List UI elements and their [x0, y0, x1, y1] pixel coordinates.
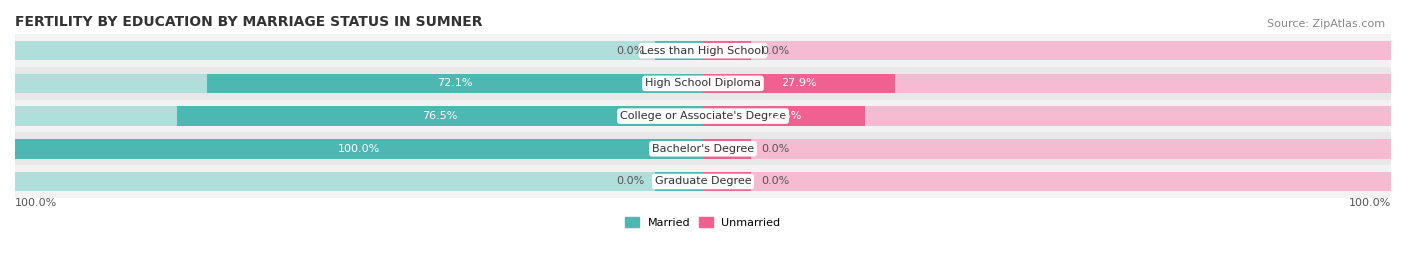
- Text: 100.0%: 100.0%: [337, 144, 380, 154]
- Bar: [15, 67, 1391, 100]
- Bar: [703, 74, 1391, 93]
- Text: Less than High School: Less than High School: [641, 46, 765, 56]
- Bar: [15, 165, 1391, 198]
- Bar: [703, 106, 865, 126]
- Bar: [15, 74, 703, 93]
- Bar: [177, 106, 703, 126]
- Bar: [703, 41, 751, 61]
- Bar: [703, 41, 1391, 61]
- Text: 72.1%: 72.1%: [437, 78, 472, 89]
- Text: 0.0%: 0.0%: [616, 176, 644, 186]
- Text: FERTILITY BY EDUCATION BY MARRIAGE STATUS IN SUMNER: FERTILITY BY EDUCATION BY MARRIAGE STATU…: [15, 15, 482, 29]
- Text: 100.0%: 100.0%: [15, 198, 58, 208]
- Bar: [15, 41, 703, 61]
- Bar: [655, 41, 703, 61]
- Text: Bachelor's Degree: Bachelor's Degree: [652, 144, 754, 154]
- Bar: [703, 106, 1391, 126]
- Text: Source: ZipAtlas.com: Source: ZipAtlas.com: [1267, 19, 1385, 29]
- Bar: [703, 139, 1391, 159]
- Bar: [15, 139, 703, 159]
- Bar: [703, 172, 751, 191]
- Text: 0.0%: 0.0%: [762, 176, 790, 186]
- Bar: [703, 172, 1391, 191]
- Text: 27.9%: 27.9%: [782, 78, 817, 89]
- Bar: [703, 74, 896, 93]
- Bar: [15, 172, 703, 191]
- Text: 0.0%: 0.0%: [762, 144, 790, 154]
- Bar: [15, 34, 1391, 67]
- Text: 100.0%: 100.0%: [1348, 198, 1391, 208]
- Text: High School Diploma: High School Diploma: [645, 78, 761, 89]
- Text: 0.0%: 0.0%: [616, 46, 644, 56]
- Legend: Married, Unmarried: Married, Unmarried: [626, 218, 780, 228]
- Text: Graduate Degree: Graduate Degree: [655, 176, 751, 186]
- Text: 23.5%: 23.5%: [766, 111, 801, 121]
- Text: 0.0%: 0.0%: [762, 46, 790, 56]
- Text: College or Associate's Degree: College or Associate's Degree: [620, 111, 786, 121]
- Bar: [15, 139, 703, 159]
- Text: 76.5%: 76.5%: [422, 111, 457, 121]
- Bar: [207, 74, 703, 93]
- Bar: [655, 172, 703, 191]
- Bar: [15, 106, 703, 126]
- Bar: [15, 132, 1391, 165]
- Bar: [15, 100, 1391, 132]
- Bar: [703, 139, 751, 159]
